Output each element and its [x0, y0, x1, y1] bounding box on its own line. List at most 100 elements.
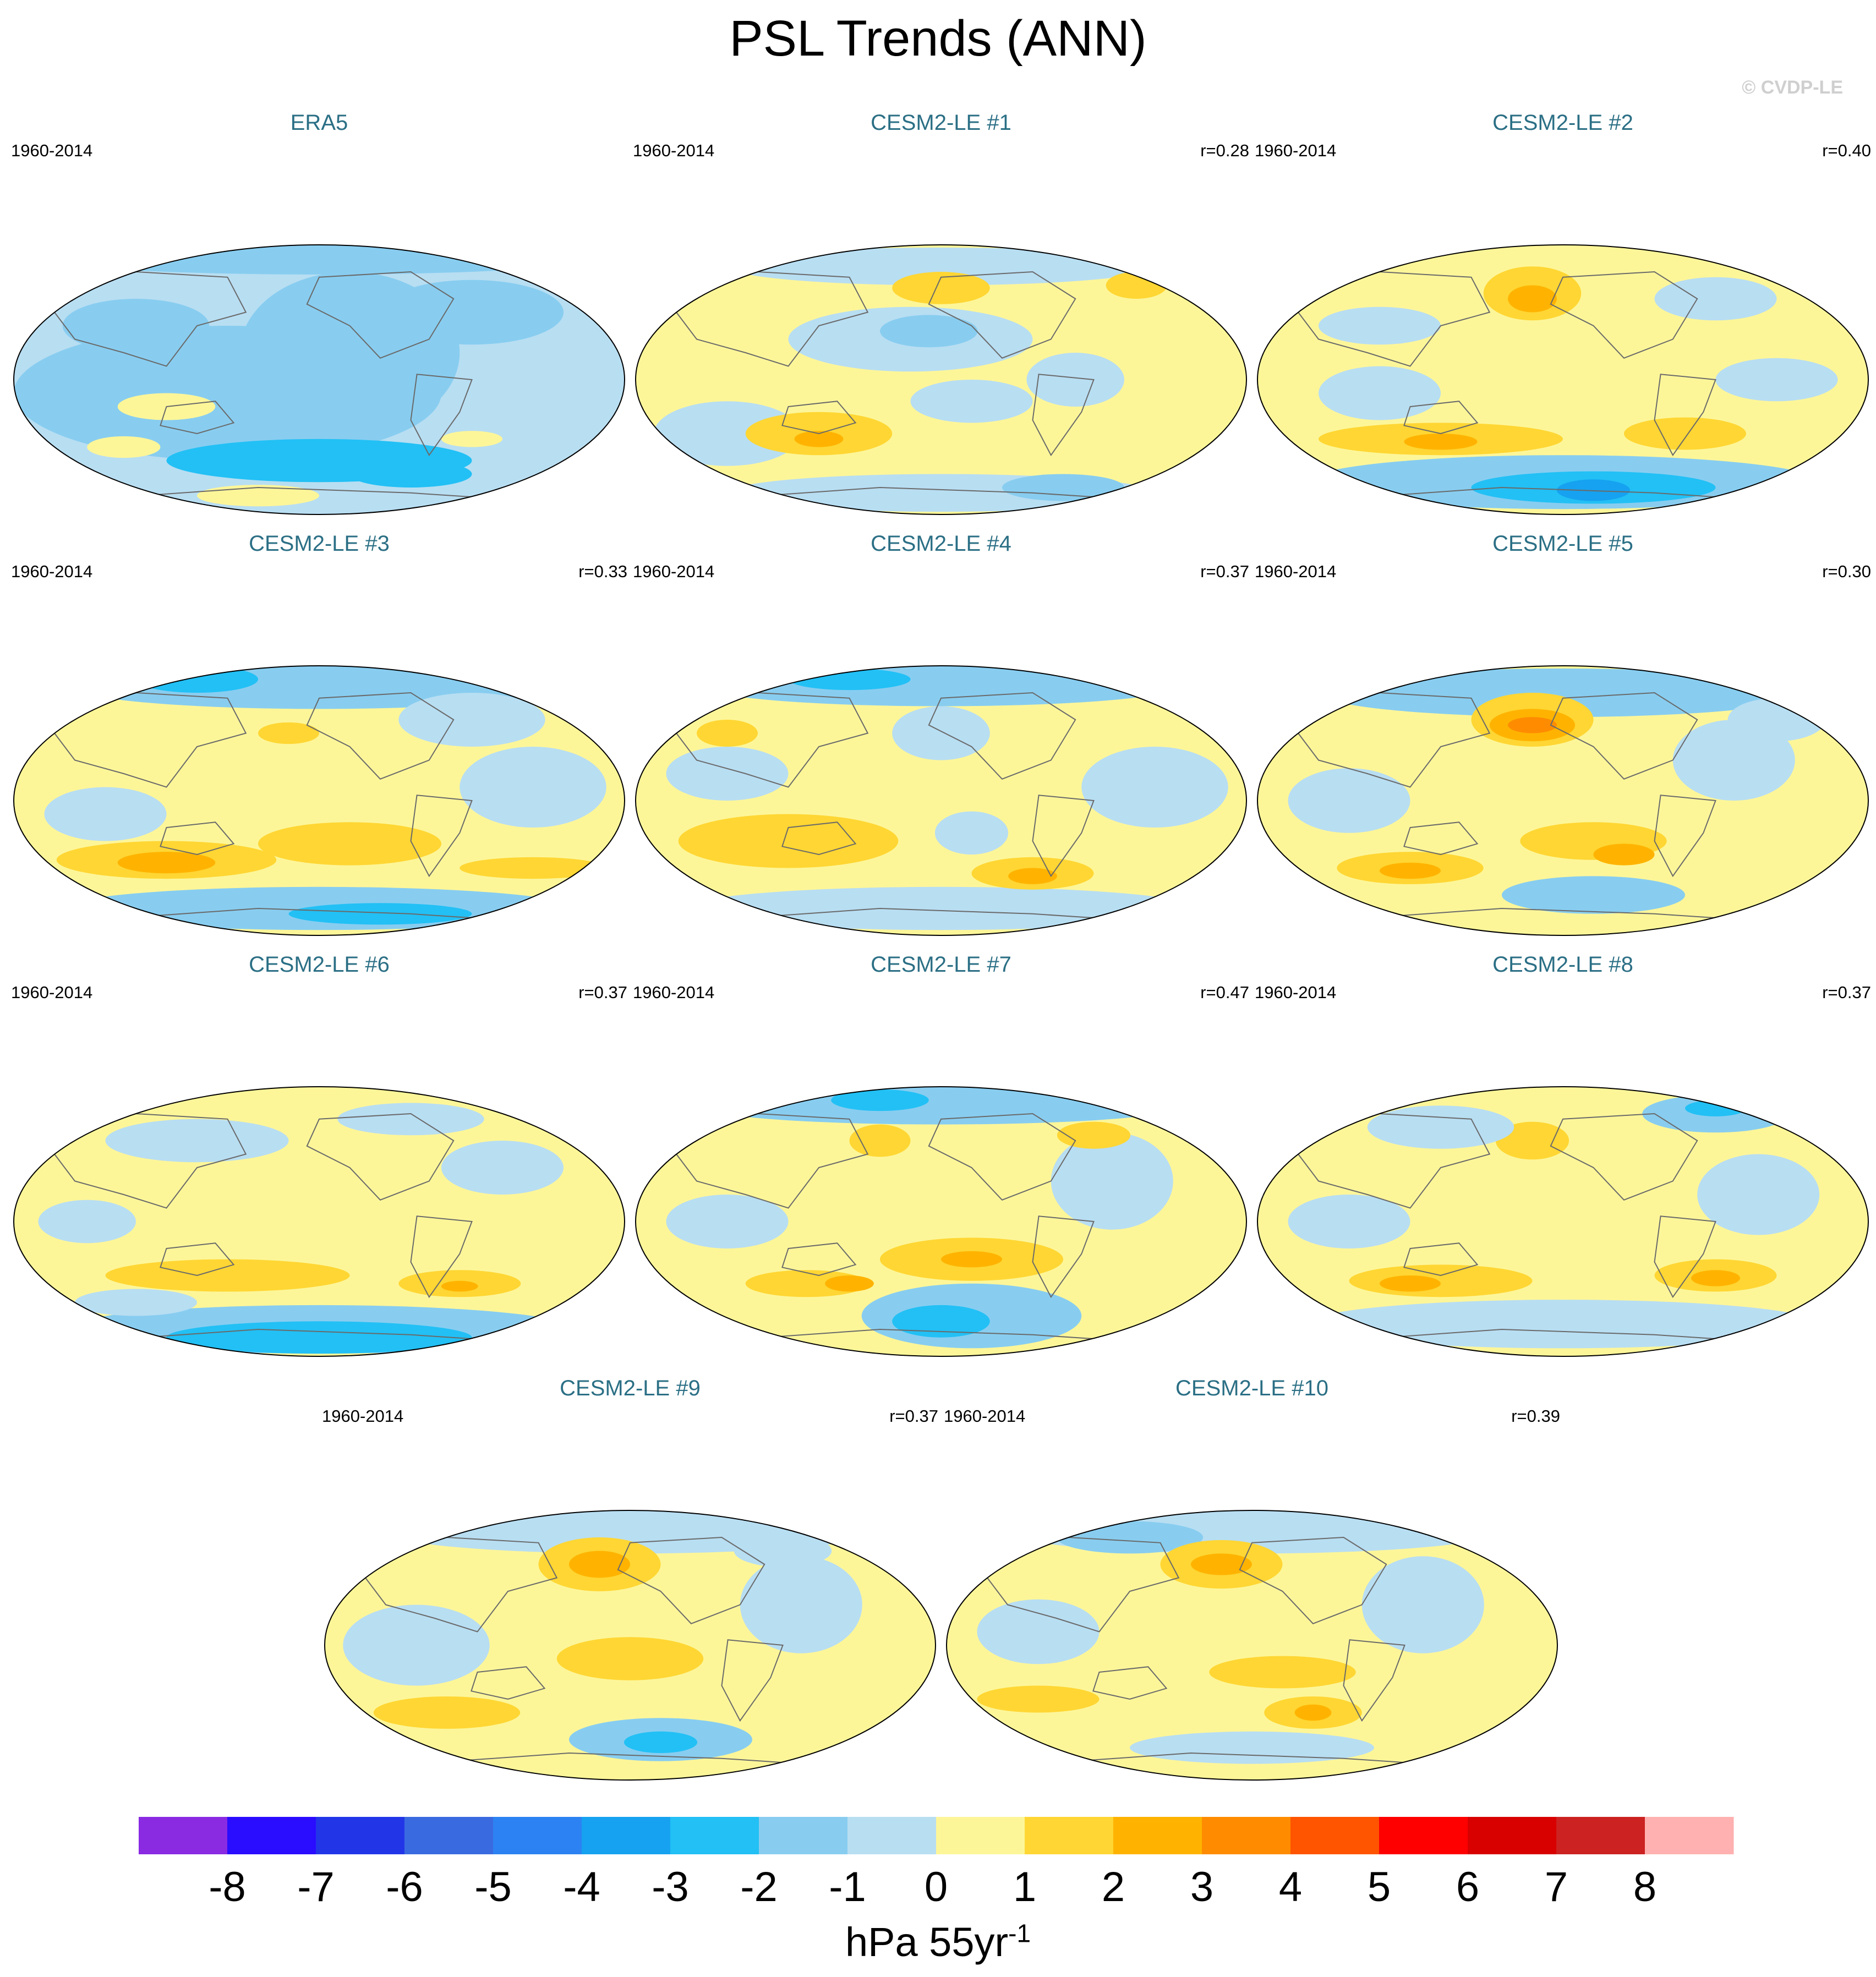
trend-contour — [1026, 353, 1124, 407]
colorbar-tick-label: -1 — [829, 1864, 866, 1910]
panel-correlation: r=0.39 — [1511, 1406, 1560, 1426]
map-outline — [324, 1510, 936, 1781]
coastline — [43, 271, 247, 367]
trend-contour — [1209, 1656, 1356, 1689]
trend-contour — [117, 852, 216, 874]
colorbar-swatch — [847, 1817, 937, 1854]
map-panel: CESM2-LE #8 1960-2014 r=0.37 — [1255, 952, 1871, 1365]
trend-contour — [569, 1551, 630, 1578]
map-panel: CESM2-LE #3 1960-2014 r=0.33 — [11, 531, 627, 944]
coastline — [43, 692, 247, 788]
colorbar-tick-label: 7 — [1545, 1864, 1568, 1910]
trend-contour — [1691, 1270, 1740, 1286]
coastline — [43, 1113, 247, 1209]
trend-contour — [892, 706, 990, 760]
colorbar-swatch — [1468, 1817, 1557, 1854]
trend-contour — [258, 722, 319, 744]
trend-contour — [1715, 358, 1838, 402]
trend-contour — [166, 1321, 472, 1354]
trend-contour — [1288, 768, 1410, 833]
trend-contour — [1002, 474, 1124, 501]
trend-contour — [697, 720, 758, 747]
coastline — [1654, 374, 1716, 457]
map-panel: ERA5 1960-2014 — [11, 110, 627, 523]
trend-contour — [1502, 876, 1685, 914]
coastline — [976, 1536, 1180, 1633]
trend-contour — [441, 1141, 564, 1195]
trend-contour — [460, 747, 606, 828]
trend-contour — [1288, 1195, 1410, 1248]
trend-contour — [288, 903, 472, 925]
figure-title: PSL Trends (ANN) — [729, 10, 1147, 67]
coastline — [665, 692, 869, 788]
trend-contour — [1508, 717, 1557, 733]
colorbar-swatch — [1025, 1817, 1114, 1854]
colorbar-swatch — [139, 1817, 228, 1854]
trend-contour — [337, 1103, 484, 1136]
colorbar-swatch — [1290, 1817, 1380, 1854]
coastline — [1343, 1639, 1405, 1722]
coastline — [617, 1536, 765, 1624]
panel-period: 1960-2014 — [1255, 562, 1337, 581]
trend-contour — [880, 315, 978, 348]
colorbar-swatch — [227, 1817, 316, 1854]
trend-contour — [1404, 434, 1478, 450]
trend-contour — [343, 1604, 490, 1686]
colorbar-swatch — [316, 1817, 405, 1854]
panel-correlation: r=0.37 — [889, 1406, 938, 1426]
colorbar-tick-label: 4 — [1279, 1864, 1302, 1910]
colorbar-swatch — [1113, 1817, 1202, 1854]
colorbar: -8 -7 -6 -5 -4 -3 -2 -1 0 1 2 3 4 5 6 7 8 — [139, 1817, 1734, 1910]
panel-period: 1960-2014 — [1255, 983, 1337, 1002]
trend-contour — [1051, 1132, 1173, 1230]
coastline — [160, 401, 235, 435]
coastline — [1403, 822, 1479, 856]
map-outline — [635, 665, 1247, 936]
trend-contour — [1624, 417, 1746, 450]
map-outline — [13, 244, 625, 515]
coastline — [1287, 1113, 1491, 1209]
colorbar-swatch — [1202, 1817, 1291, 1854]
trend-contour — [258, 822, 441, 866]
panel-title: CESM2-LE #8 — [1492, 952, 1633, 977]
panel-period: 1960-2014 — [633, 562, 715, 581]
map-outline — [13, 665, 625, 936]
panel-title: CESM2-LE #1 — [871, 111, 1011, 135]
coastline — [1654, 795, 1716, 878]
map-outline — [1257, 244, 1869, 515]
map-svg — [13, 244, 625, 515]
trend-contour — [794, 431, 844, 447]
trend-contour — [684, 886, 1198, 930]
coastline — [306, 692, 455, 780]
trend-contour — [62, 299, 210, 353]
panel-period: 1960-2014 — [322, 1406, 404, 1426]
trend-contour — [1057, 1121, 1131, 1149]
units-label: hPa 55yr — [845, 1919, 1009, 1965]
map-svg — [13, 665, 625, 936]
trend-contour — [654, 401, 801, 466]
coastline — [1287, 271, 1491, 367]
coastline — [781, 1242, 857, 1277]
panel-period: 1960-2014 — [1255, 141, 1337, 160]
coastline — [410, 374, 473, 457]
coastline — [928, 692, 1076, 780]
trend-contour — [1191, 1553, 1252, 1575]
trend-contour — [1654, 277, 1777, 321]
trend-contour — [441, 1280, 478, 1292]
coastline — [354, 1536, 558, 1633]
trend-contour — [934, 811, 1009, 855]
coastline — [1092, 1666, 1168, 1700]
map-svg — [1257, 665, 1869, 936]
map-svg — [635, 665, 1247, 936]
map-outline — [635, 1086, 1247, 1357]
colorbar-swatch — [1556, 1817, 1645, 1854]
coastline — [1239, 1536, 1387, 1624]
trend-contour — [977, 1685, 1100, 1713]
panel-period: 1960-2014 — [633, 983, 715, 1002]
coastline — [1654, 1215, 1716, 1299]
map-panel: CESM2-LE #10 1960-2014 r=0.39 — [944, 1376, 1560, 1788]
map-outline — [946, 1510, 1558, 1781]
trend-contour — [1306, 1300, 1820, 1349]
trend-contour — [105, 1119, 289, 1163]
panel-title: CESM2-LE #10 — [1175, 1376, 1328, 1400]
